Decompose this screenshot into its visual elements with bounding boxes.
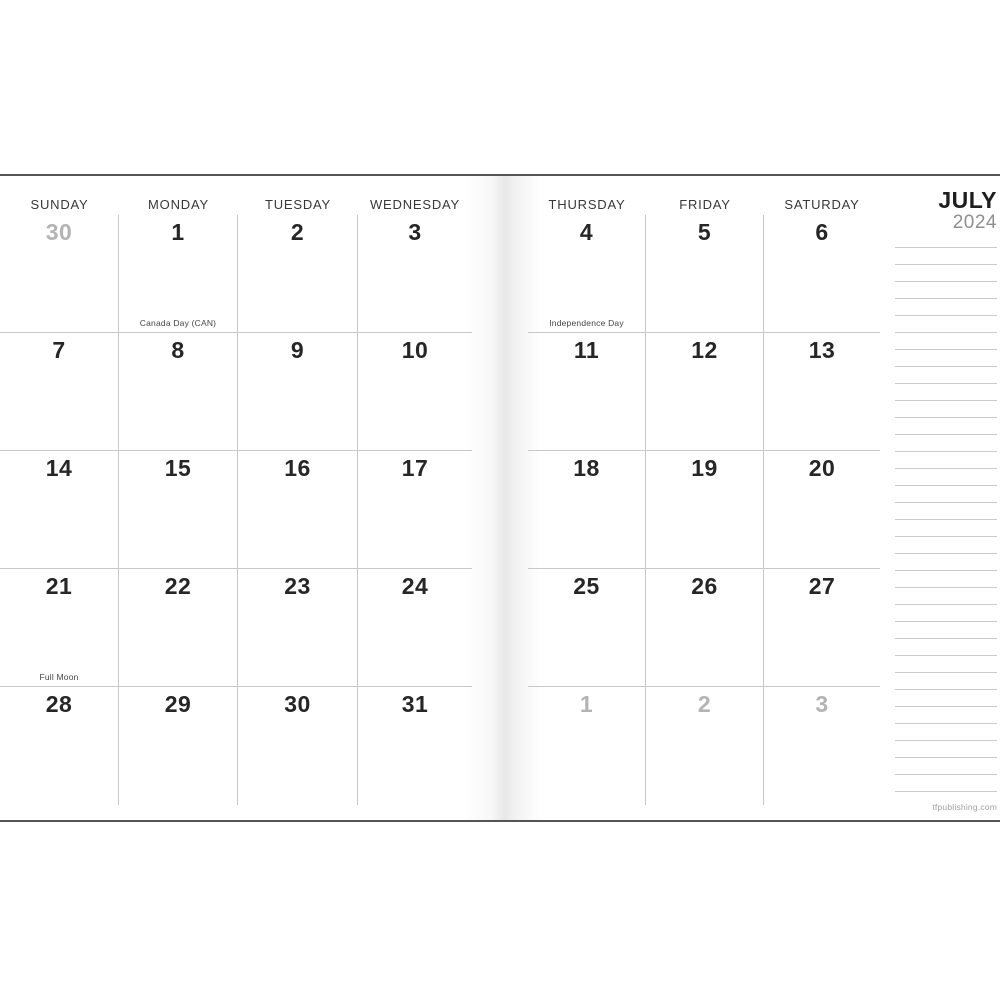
calendar-cell: 3 [358, 215, 472, 333]
date-number: 10 [401, 337, 429, 363]
month-title: JULY [938, 187, 997, 213]
date-number: 11 [573, 337, 600, 363]
calendar-cell: 27 [764, 569, 880, 687]
left-day-headers: SUNDAY MONDAY TUESDAY WEDNESDAY [0, 198, 472, 212]
date-number: 7 [52, 337, 66, 363]
calendar-cell: 7 [0, 333, 119, 451]
calendar-cell: 13 [764, 333, 880, 451]
day-header: THURSDAY [548, 197, 626, 212]
left-page: SUNDAY MONDAY TUESDAY WEDNESDAY 30 1 Canada D… [0, 176, 472, 820]
calendar-cell: 6 [764, 215, 880, 333]
calendar-cell: 9 [238, 333, 358, 451]
day-header: SATURDAY [784, 197, 860, 212]
calendar-cell: 26 [646, 569, 764, 687]
calendar-cell: 15 [119, 451, 238, 569]
date-number: 28 [45, 691, 73, 717]
right-calendar-grid: 4 Independence Day 5 6 11 12 13 18 19 20 25 26 27 1 2 3 [528, 215, 880, 805]
day-header: MONDAY [148, 197, 209, 212]
date-number: 6 [815, 219, 829, 245]
calendar-cell: 12 [646, 333, 764, 451]
date-number: 19 [691, 455, 718, 481]
date-number: 16 [284, 455, 311, 481]
day-header: WEDNESDAY [369, 197, 461, 212]
planner-spread: SUNDAY MONDAY TUESDAY WEDNESDAY 30 1 Canada D… [0, 174, 1000, 822]
date-number: 18 [573, 455, 600, 481]
date-number: 12 [691, 337, 718, 363]
calendar-cell: 21 Full Moon [0, 569, 119, 687]
date-number: 8 [171, 337, 185, 363]
day-header: FRIDAY [679, 197, 731, 212]
date-number: 25 [573, 573, 600, 599]
date-number: 2 [290, 219, 305, 245]
day-header: SUNDAY [30, 197, 89, 212]
month-header: JULY 2024 [938, 188, 997, 233]
date-number: 23 [284, 573, 311, 599]
calendar-cell: 31 [358, 687, 472, 805]
year-label: 2024 [952, 212, 997, 233]
calendar-cell: 25 [528, 569, 646, 687]
calendar-cell: 22 [119, 569, 238, 687]
date-number: 4 [579, 219, 594, 245]
notes-ruled-lines [895, 247, 997, 793]
cell-note: Independence Day [549, 318, 624, 328]
calendar-cell: 8 [119, 333, 238, 451]
date-number: 24 [401, 573, 429, 599]
date-number: 31 [401, 691, 429, 717]
cell-note: Full Moon [39, 672, 79, 682]
calendar-cell: 2 [646, 687, 764, 805]
date-number: 2 [697, 691, 712, 717]
calendar-cell: 30 [0, 215, 119, 333]
date-number: 20 [808, 455, 836, 481]
calendar-cell: 14 [0, 451, 119, 569]
calendar-cell: 18 [528, 451, 646, 569]
date-number: 22 [164, 573, 192, 599]
date-number: 26 [691, 573, 718, 599]
calendar-cell: 30 [238, 687, 358, 805]
date-number: 30 [284, 691, 311, 717]
date-number: 3 [408, 219, 422, 245]
right-day-headers: THURSDAY FRIDAY SATURDAY [528, 198, 880, 212]
calendar-cell: 4 Independence Day [528, 215, 646, 333]
date-number: 30 [45, 219, 73, 245]
calendar-cell: 2 [238, 215, 358, 333]
calendar-cell: 5 [646, 215, 764, 333]
calendar-cell: 29 [119, 687, 238, 805]
calendar-cell: 17 [358, 451, 472, 569]
calendar-cell: 24 [358, 569, 472, 687]
right-page: THURSDAY FRIDAY SATURDAY 4 Independence Day… [528, 176, 880, 820]
cell-note: Canada Day (CAN) [139, 318, 217, 328]
date-number: 27 [808, 573, 836, 599]
date-number: 15 [164, 455, 192, 481]
calendar-cell: 20 [764, 451, 880, 569]
date-number: 13 [808, 337, 836, 363]
calendar-cell: 16 [238, 451, 358, 569]
date-number: 1 [171, 219, 185, 245]
calendar-cell: 19 [646, 451, 764, 569]
date-number: 14 [45, 455, 73, 481]
calendar-cell: 10 [358, 333, 472, 451]
date-number: 5 [697, 219, 712, 245]
date-number: 3 [815, 691, 829, 717]
date-number: 29 [164, 691, 192, 717]
date-number: 9 [290, 337, 305, 363]
date-number: 21 [45, 573, 73, 599]
calendar-cell: 1 Canada Day (CAN) [119, 215, 238, 333]
date-number: 17 [401, 455, 429, 481]
calendar-cell: 23 [238, 569, 358, 687]
left-calendar-grid: 30 1 Canada Day (CAN) 2 3 7 8 9 10 14 15 16 17 21 Full… [0, 215, 472, 805]
calendar-cell: 1 [528, 687, 646, 805]
calendar-cell: 3 [764, 687, 880, 805]
day-header: TUESDAY [264, 197, 332, 212]
publisher-website: tfpublishing.com [932, 802, 997, 812]
calendar-cell: 28 [0, 687, 119, 805]
date-number: 1 [579, 691, 594, 717]
calendar-cell: 11 [528, 333, 646, 451]
